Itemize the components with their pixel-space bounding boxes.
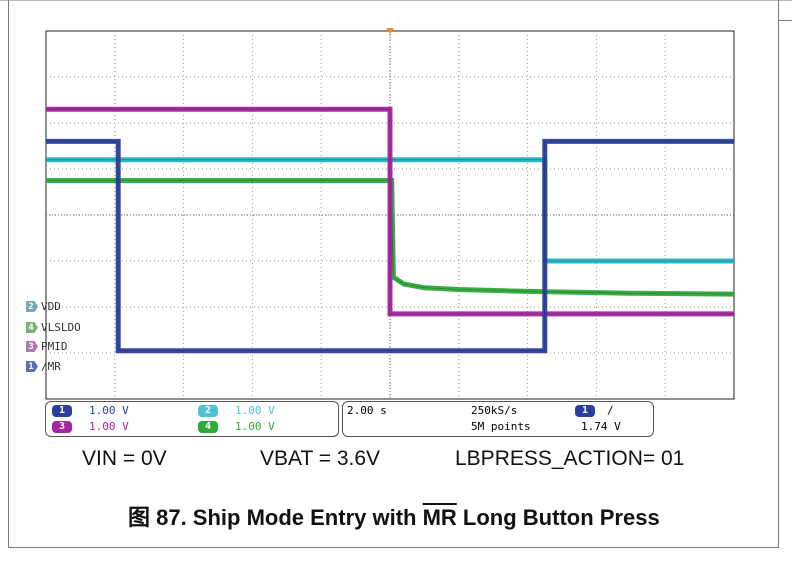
vertical-scale-panel: 1 1.00 V 2 1.00 V 3 1.00 V 4 1.00 V <box>45 401 339 437</box>
bottom-border <box>8 547 779 548</box>
ch3-badge: 3 <box>52 421 72 433</box>
record-length-readout: 5M points <box>471 420 531 433</box>
trace-core-mr <box>46 141 734 351</box>
channel-3-name: PMID <box>41 340 68 353</box>
channel-label-pmid: 3 PMID <box>26 340 68 353</box>
trace-pmid <box>46 106 734 317</box>
caption-suffix: Long Button Press <box>456 505 660 530</box>
ch1-scale: 1.00 V <box>89 404 129 417</box>
channel-4-name: VLSLDO <box>41 321 81 334</box>
sample-rate-readout: 250kS/s <box>471 404 518 417</box>
ch4-badge: 4 <box>198 421 218 433</box>
channel-2-name: VDD <box>41 300 61 313</box>
figure-caption: 图 87. Ship Mode Entry with MR Long Butto… <box>128 500 660 532</box>
scope-traces <box>46 106 735 354</box>
condition-vbat: VBAT = 3.6V <box>260 447 381 470</box>
trace-core-pmid <box>46 108 734 315</box>
ch2-scale: 1.00 V <box>235 404 275 417</box>
ch2-badge: 2 <box>198 405 218 417</box>
trace-mr <box>46 138 734 354</box>
trigger-level-readout: 1.74 V <box>581 420 621 433</box>
caption-prefix: 图 87. Ship Mode Entry with <box>128 505 423 530</box>
caption-mr-signal: MR <box>422 505 457 530</box>
channel-2-marker: 2 <box>26 301 38 312</box>
channel-label-mr: 1 /MR <box>26 360 61 373</box>
condition-lbpress: LBPRESS_ACTION= 01 <box>455 447 685 470</box>
channel-label-vdd: 2 VDD <box>26 300 61 313</box>
left-border <box>8 0 9 548</box>
channel-1-marker: 1 <box>26 361 38 372</box>
ch3-scale: 1.00 V <box>89 420 129 433</box>
trigger-channel-badge: 1 <box>575 405 595 417</box>
timebase-readout: 2.00 s <box>347 404 387 417</box>
top-divider <box>0 0 792 1</box>
trigger-position-marker <box>386 28 394 34</box>
channel-label-vlsldo: 4 VLSLDO <box>26 321 81 334</box>
right-border <box>778 0 779 548</box>
condition-vin: VIN = 0V <box>82 447 167 470</box>
channel-4-marker: 4 <box>26 322 38 333</box>
trigger-slope-icon: / <box>607 404 614 417</box>
ch4-scale: 1.00 V <box>235 420 275 433</box>
ch1-badge: 1 <box>52 405 72 417</box>
acquisition-panel: 2.00 s 250kS/s 5M points 1 / 1.74 V <box>342 401 654 437</box>
top-right-rule <box>778 20 792 21</box>
oscilloscope-chart <box>45 28 735 400</box>
channel-3-marker: 3 <box>26 341 38 352</box>
channel-1-name: /MR <box>41 360 61 373</box>
